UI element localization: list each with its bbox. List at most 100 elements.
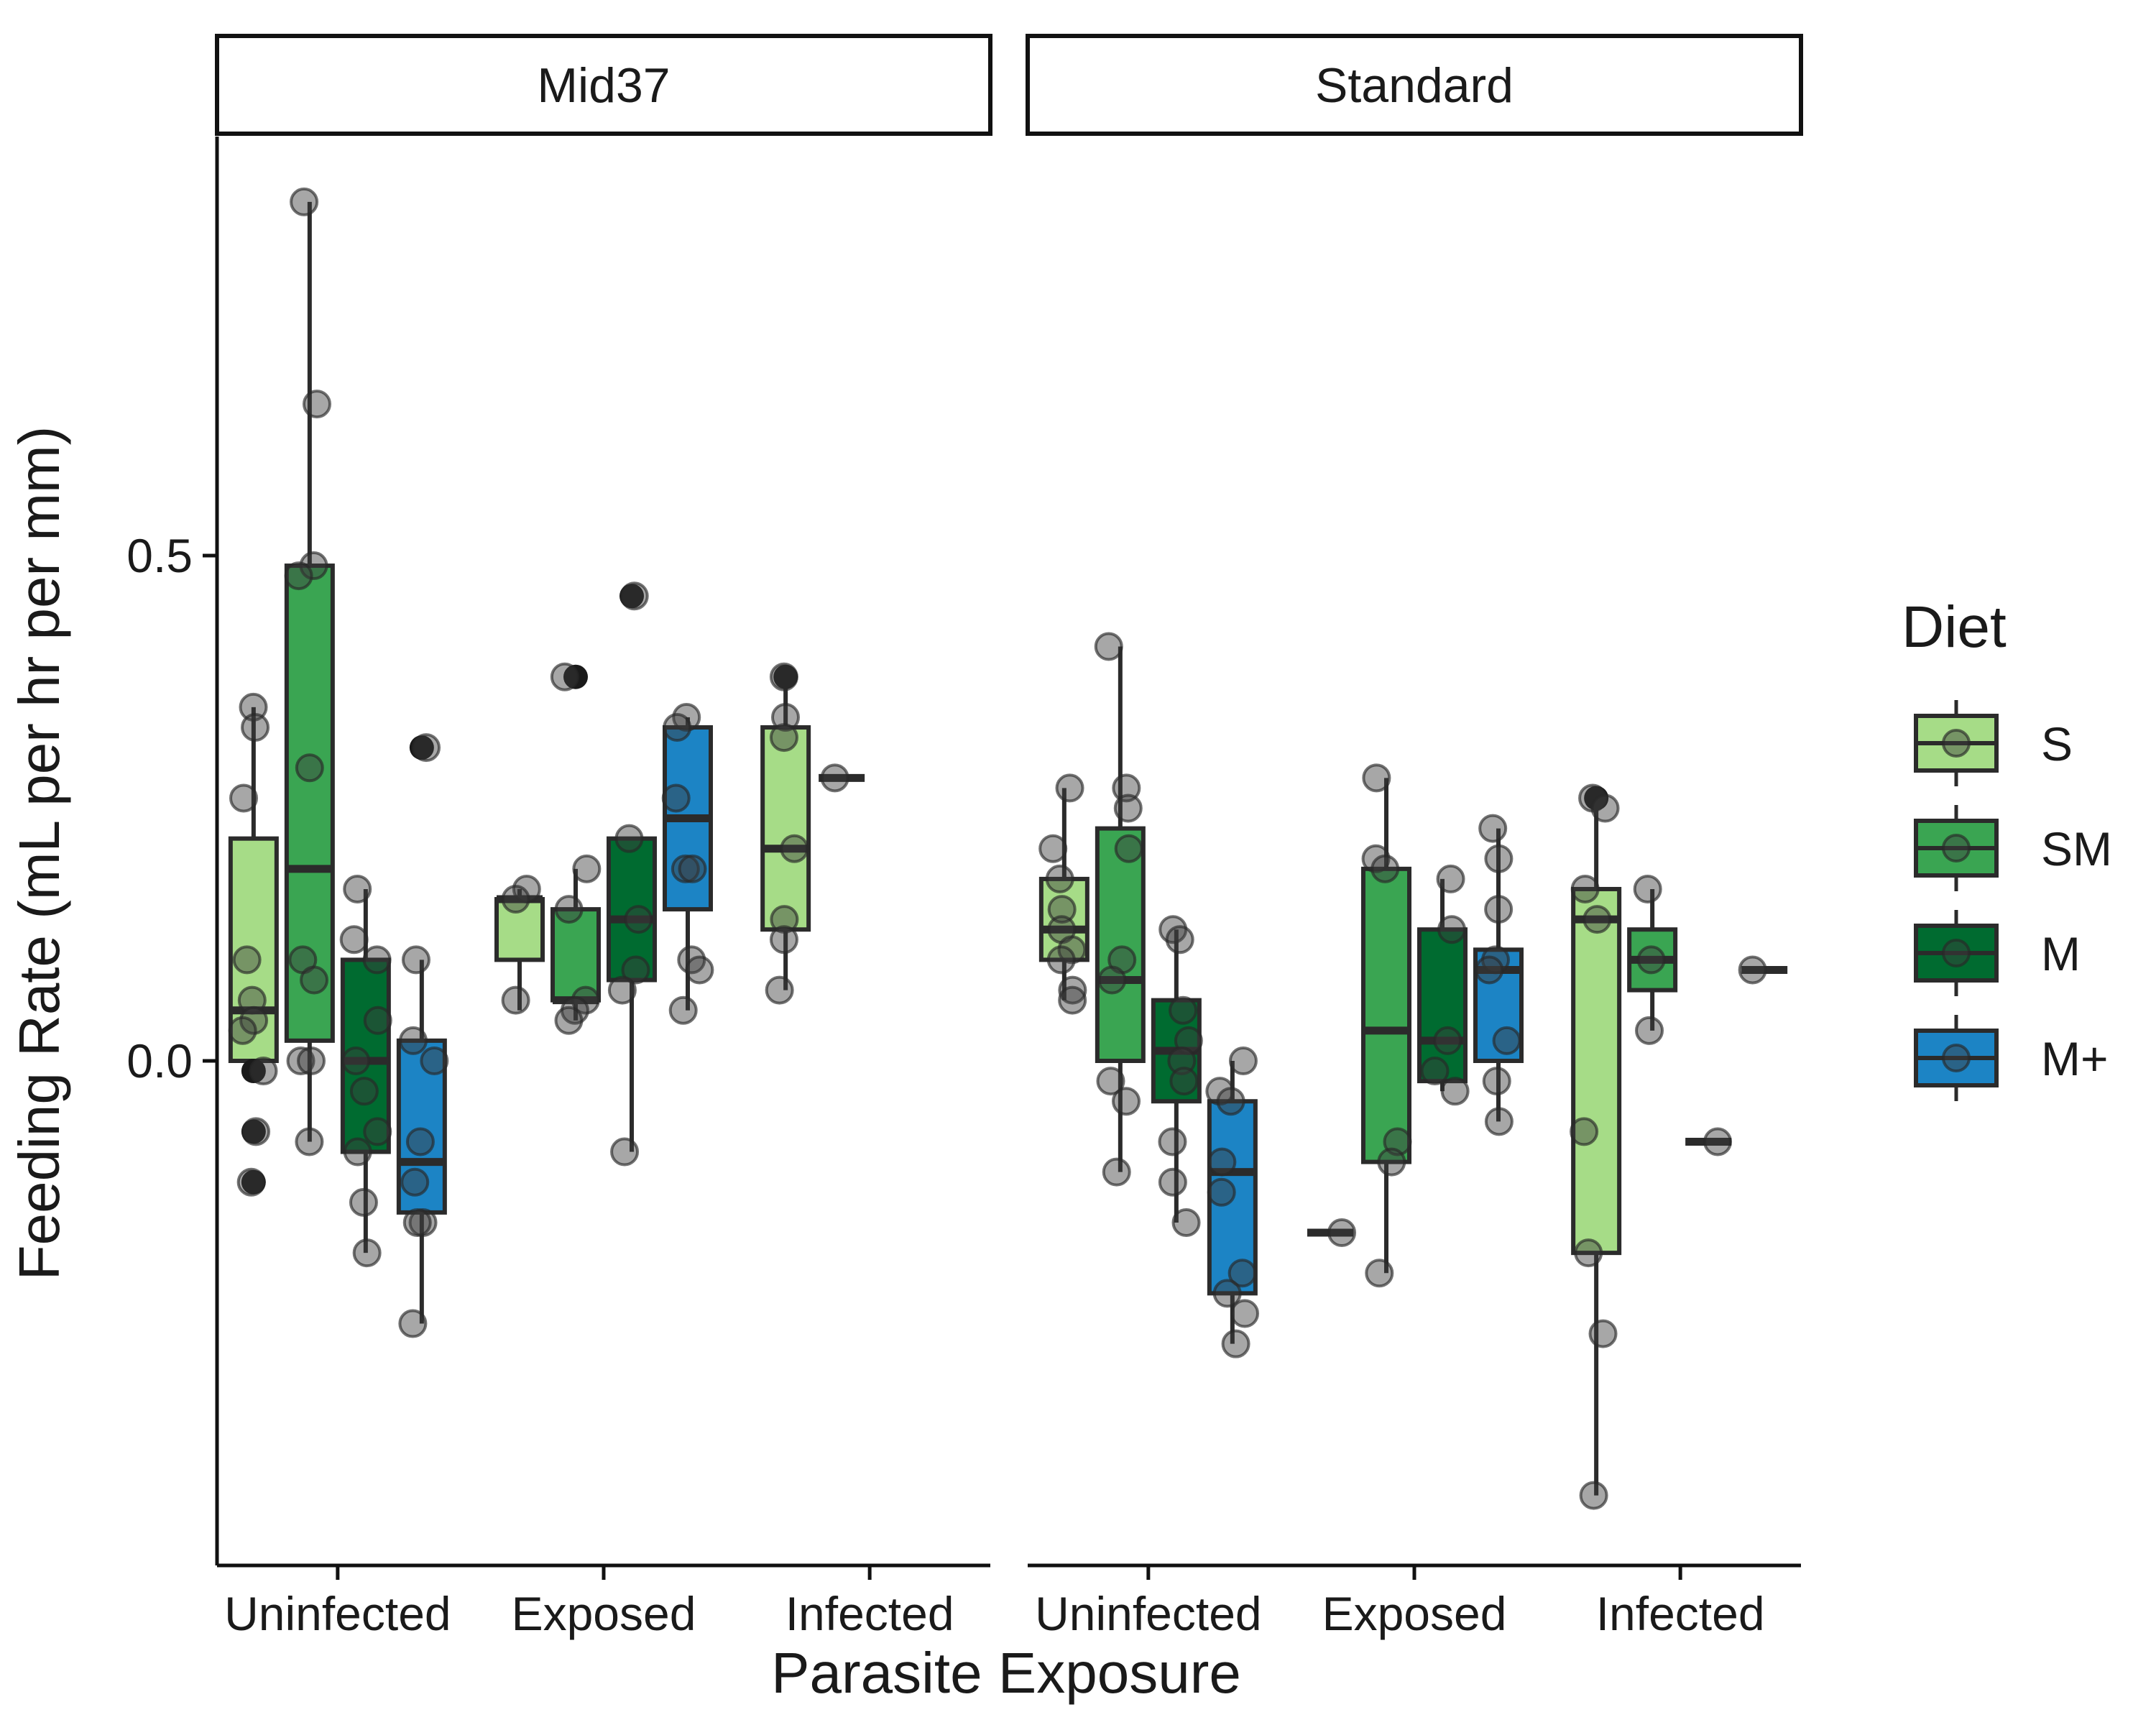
facet-strip-label: Mid37: [537, 58, 670, 113]
legend-label: SM: [2041, 822, 2112, 875]
data-point: [554, 895, 584, 924]
data-point: [420, 1046, 449, 1075]
iqr-box: [760, 725, 811, 932]
data-point: [363, 1117, 392, 1146]
legend-title: Diet: [1902, 594, 2007, 660]
data-point: [352, 1238, 382, 1268]
data-point: [1207, 1147, 1237, 1177]
facet-strip-label: Standard: [1315, 58, 1514, 113]
data-point: [1114, 834, 1143, 863]
facet-strip: [215, 34, 992, 136]
data-point: [412, 733, 441, 763]
data-point: [239, 692, 268, 722]
data-point: [1169, 995, 1198, 1025]
data-point: [671, 854, 700, 883]
data-point: [1377, 1147, 1406, 1177]
box-exposed-mplus: [1473, 814, 1524, 1136]
data-point: [678, 854, 707, 883]
facet-mid37: Mid37 Uninfected Exposed Infected: [215, 34, 992, 1640]
data-point: [501, 985, 530, 1015]
data-point: [1171, 1208, 1201, 1237]
facet-standard: Standard Uninfected Exposed Infected: [1026, 34, 1803, 1640]
data-point: [300, 965, 329, 995]
data-point: [236, 1167, 266, 1197]
data-point: [398, 1026, 428, 1055]
data-point: [1112, 773, 1141, 803]
box-uninfected-s: [228, 692, 279, 1197]
data-point: [402, 1208, 432, 1237]
box-uninfected-s: [1038, 773, 1089, 1015]
data-point: [1058, 985, 1087, 1015]
data-point: [1327, 1218, 1357, 1248]
iqr-box: [396, 1038, 447, 1215]
box-uninfected-m: [1151, 915, 1203, 1237]
data-point: [1158, 1167, 1187, 1197]
data-point: [770, 905, 799, 934]
legend: Diet S SM M M+: [1902, 594, 2112, 1101]
data-point: [1420, 1057, 1450, 1086]
data-point: [820, 763, 849, 793]
data-point: [512, 874, 541, 903]
box-uninfected-mplus: [396, 733, 449, 1338]
box-exposed-sm: [1361, 763, 1412, 1288]
data-point: [1635, 1016, 1664, 1045]
data-point: [1590, 794, 1620, 823]
data-point: [1112, 1087, 1141, 1116]
legend-label: M+: [2041, 1032, 2109, 1085]
data-point: [607, 975, 637, 1005]
data-point: [1102, 1157, 1131, 1187]
data-point: [685, 955, 714, 985]
data-point: [1205, 1077, 1235, 1106]
data-point: [341, 1046, 371, 1075]
data-point: [780, 834, 809, 863]
data-point: [1433, 1026, 1462, 1055]
data-point: [661, 783, 691, 813]
x-tick-label: Exposed: [1322, 1587, 1507, 1640]
data-point: [229, 783, 259, 813]
data-point: [610, 1137, 640, 1167]
legend-key-m: M: [1914, 910, 2081, 996]
data-point: [1046, 945, 1076, 975]
data-point: [1436, 864, 1465, 893]
legend-key-s: S: [1914, 700, 2073, 786]
legend-keys: S SM M M+: [1914, 700, 2112, 1101]
box-exposed-mplus: [661, 702, 714, 1025]
data-point: [1045, 864, 1074, 893]
data-point: [1574, 1238, 1603, 1268]
data-point: [302, 390, 331, 419]
box-infected-s: [1570, 783, 1622, 1510]
legend-point: [1942, 729, 1971, 758]
data-point: [339, 925, 369, 954]
data-point: [550, 662, 579, 691]
iqr-box: [1361, 866, 1411, 1164]
data-point: [1113, 794, 1143, 823]
data-point: [297, 1046, 326, 1075]
data-point: [614, 824, 644, 853]
data-point: [299, 551, 328, 581]
data-point: [1588, 1319, 1618, 1348]
data-point: [1636, 945, 1666, 975]
iqr-box: [284, 564, 335, 1043]
data-point: [295, 1127, 324, 1156]
data-point: [668, 995, 698, 1025]
data-point: [1227, 1259, 1257, 1288]
data-point: [1055, 773, 1084, 803]
data-point: [1167, 1046, 1197, 1075]
outlier-point: [241, 1119, 266, 1144]
data-point: [1221, 1329, 1250, 1358]
data-point: [1482, 1067, 1511, 1096]
legend-label: S: [2041, 717, 2073, 770]
x-tick-label: Infected: [1596, 1587, 1765, 1640]
data-point: [1365, 1259, 1394, 1288]
data-point: [663, 713, 692, 742]
data-point: [1437, 915, 1467, 944]
outlier-point: [563, 664, 588, 689]
data-point: [232, 945, 262, 975]
data-point: [1579, 1481, 1608, 1510]
outlier-point: [619, 584, 644, 609]
data-point: [349, 1077, 379, 1106]
data-point: [1633, 874, 1662, 903]
y-tick-label: 0.0: [126, 1034, 193, 1087]
box-exposed-s: [494, 874, 545, 1015]
data-point: [554, 1006, 584, 1035]
